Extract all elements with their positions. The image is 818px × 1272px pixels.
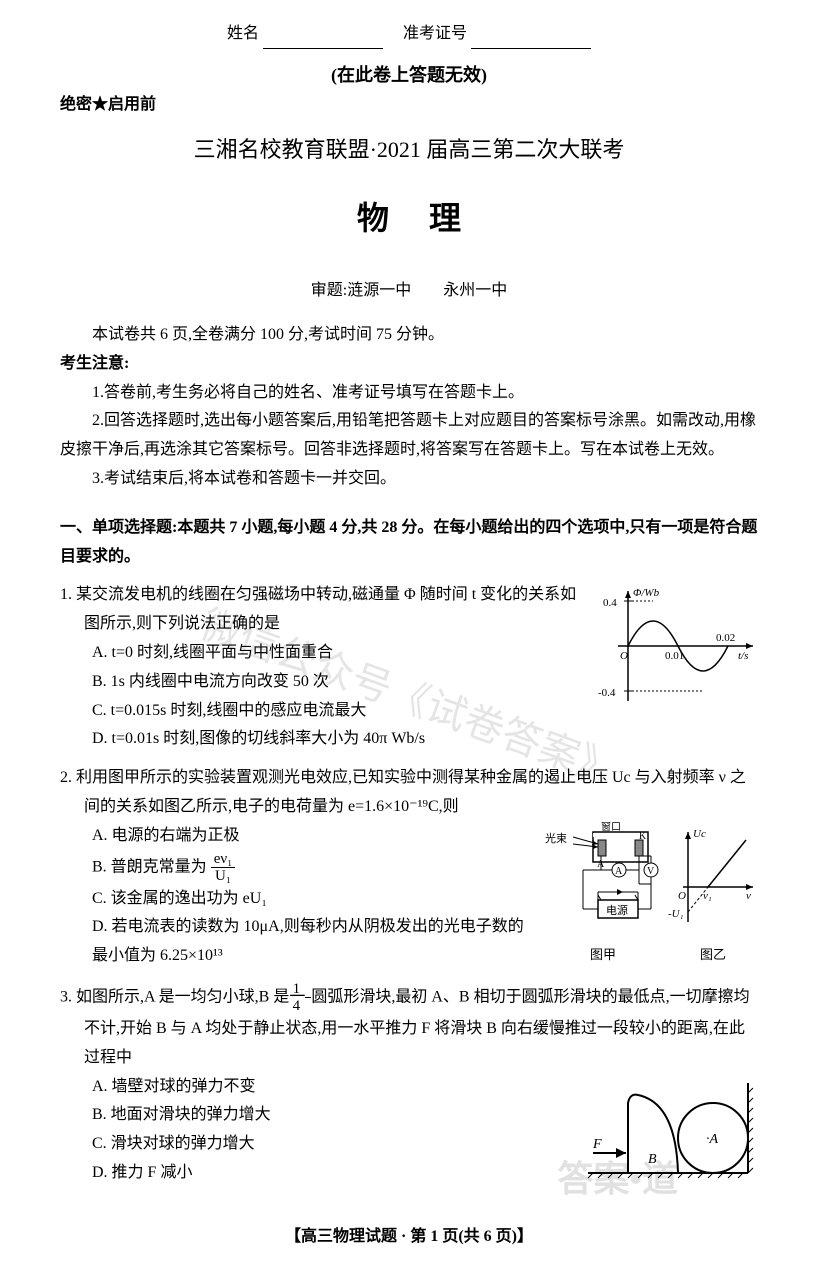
question-2: 2. 利用图甲所示的实验装置观测光电效应,已知实验中测得某种金属的遏止电压 Uc… — [60, 764, 758, 971]
header-id-line: 姓名 准考证号 — [60, 20, 758, 49]
notice-title: 考生注意: — [60, 350, 758, 379]
section-1-title: 一、单项选择题:本题共 7 小题,每小题 4 分,共 28 分。在每小题给出的四… — [60, 514, 758, 572]
main-title: 三湘名校教育联盟·2021 届高三第二次大联考 — [60, 130, 758, 170]
q2-B-num: eν₁ — [211, 851, 236, 869]
q3-A-label: ·A — [706, 1132, 719, 1147]
q2-fig-jia: 窗口 光束 A K A V — [543, 822, 663, 932]
notice-item-1: 1.答卷前,考生务必将自己的姓名、准考证号填写在答题卡上。 — [60, 379, 758, 408]
id-blank — [471, 29, 591, 49]
q2-label-jia: 图甲 — [543, 943, 663, 966]
q2-xlabel: ν — [746, 890, 751, 902]
q1-chart: O 0.4 -0.4 0.01 0.02 t/s Φ/Wb — [598, 581, 758, 711]
q1-xlabel: t/s — [738, 650, 748, 662]
q1-A: A. t=0 时刻,线圈平面与中性面重合 — [60, 639, 588, 668]
question-3: 3. 如图所示,A 是一均匀小球,B 是一14圆弧形滑块,最初 A、B 相切于圆… — [60, 981, 758, 1193]
q2-B-den: U₁ — [211, 868, 236, 885]
q2-ylabel: Uc — [693, 828, 706, 840]
q2-yintercept: -U₁ — [668, 908, 684, 920]
q3-fig: F B ·A — [578, 1073, 758, 1183]
q1-D: D. t=0.01s 时刻,图像的切线斜率大小为 40π Wb/s — [60, 725, 588, 754]
name-label: 姓名 — [227, 25, 259, 42]
q3-D: D. 推力 F 减小 — [60, 1159, 568, 1188]
q2-B: B. 普朗克常量为 eν₁ U₁ — [60, 851, 533, 885]
exam-info: 本试卷共 6 页,全卷满分 100 分,考试时间 75 分钟。 — [60, 321, 758, 350]
q2-fig-yi: O -U₁ ν₁ ν Uc — [668, 822, 758, 932]
q2-C: C. 该金属的逸出功为 eU₁ — [60, 885, 533, 914]
q2-label-yi: 图乙 — [668, 943, 758, 966]
q2-B-frac: eν₁ U₁ — [211, 851, 236, 885]
q2-origin: O — [678, 890, 686, 902]
q2-A: A. 电源的右端为正极 — [60, 822, 533, 851]
q2-B-pre: B. 普朗克常量为 — [92, 858, 207, 875]
q1-ytick-neg: -0.4 — [598, 687, 616, 699]
q1-xtick-1: 0.01 — [665, 650, 684, 662]
q3-stem: 3. 如图所示,A 是一均匀小球,B 是一14圆弧形滑块,最初 A、B 相切于圆… — [60, 981, 758, 1073]
subject: 物理 — [100, 190, 758, 248]
secret-mark: 绝密★启用前 — [60, 91, 758, 120]
q1-xtick-2: 0.02 — [716, 632, 735, 644]
q3-B: B. 地面对滑块的弹力增大 — [60, 1101, 568, 1130]
q2-D: D. 若电流表的读数为 10μA,则每秒内从阴极发出的光电子数的最小值为 6.2… — [60, 913, 533, 971]
name-blank — [263, 29, 383, 49]
page-footer: 【高三物理试题 · 第 1 页(共 6 页)】 — [60, 1223, 758, 1252]
q3-stem-pre: 3. 如图所示,A 是一均匀小球,B 是一 — [60, 989, 305, 1006]
reviewer: 审题:涟源一中 永州一中 — [60, 277, 758, 306]
q2-voltmeter: V — [647, 866, 655, 877]
q3-A: A. 墙壁对球的弹力不变 — [60, 1073, 568, 1102]
q3-C: C. 滑块对球的弹力增大 — [60, 1130, 568, 1159]
q3-B-label: B — [648, 1152, 657, 1167]
q1-stem: 1. 某交流发电机的线圈在匀强磁场中转动,磁通量 Φ 随时间 t 变化的关系如图… — [60, 581, 588, 639]
q2-light: 光束 — [545, 831, 567, 845]
q1-B: B. 1s 内线圈中电流方向改变 50 次 — [60, 668, 588, 697]
q2-power: 电源 — [606, 903, 628, 917]
q1-origin: O — [620, 650, 628, 662]
q2-window: 窗口 — [601, 822, 621, 833]
q1-ytick-pos: 0.4 — [603, 597, 617, 609]
q2-stem: 2. 利用图甲所示的实验装置观测光电效应,已知实验中测得某种金属的遏止电压 Uc… — [60, 764, 758, 822]
q2-K-label: K — [639, 831, 647, 842]
notice-item-2: 2.回答选择题时,选出每小题答案后,用铅笔把答题卡上对应题目的答案标号涂黑。如需… — [60, 407, 758, 465]
q2-ammeter: A — [615, 866, 623, 877]
notice-item-3: 3.考试结束后,将本试卷和答题卡一并交回。 — [60, 465, 758, 494]
question-1: 1. 某交流发电机的线圈在匀强磁场中转动,磁通量 Φ 随时间 t 变化的关系如图… — [60, 581, 758, 754]
paren-note: (在此卷上答题无效) — [60, 59, 758, 91]
id-label: 准考证号 — [403, 25, 467, 42]
q1-ylabel: Φ/Wb — [633, 587, 660, 599]
q3-F: F — [592, 1137, 602, 1152]
q1-C: C. t=0.015s 时刻,线圈中的感应电流最大 — [60, 697, 588, 726]
q2-x1: ν₁ — [703, 890, 712, 902]
